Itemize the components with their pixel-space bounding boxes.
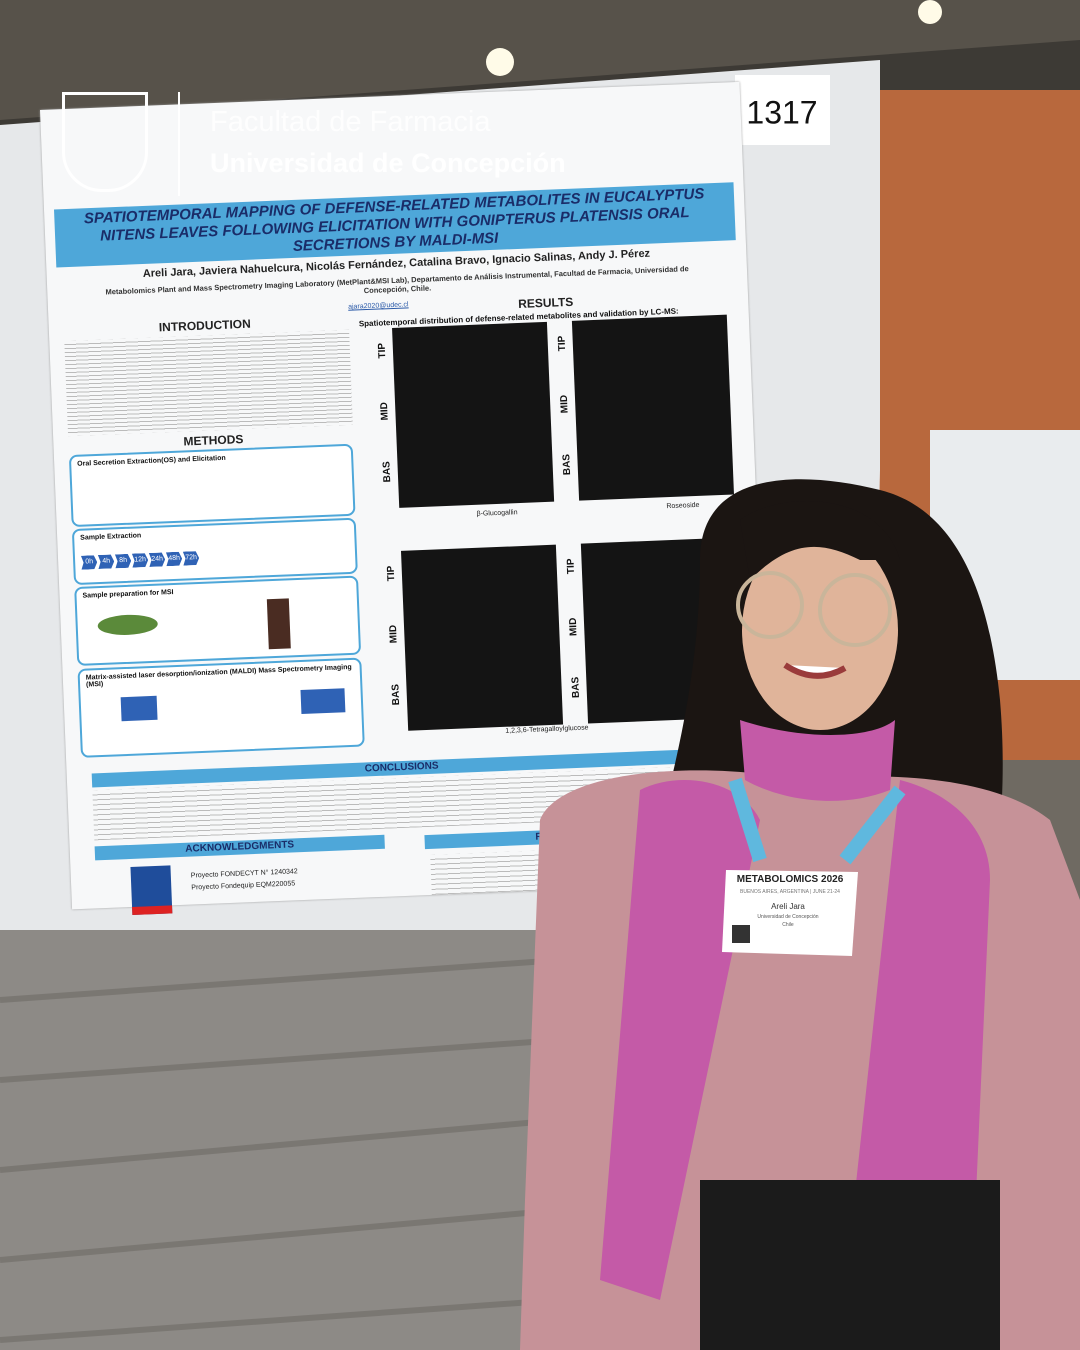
trousers (700, 1180, 1000, 1350)
smile (783, 662, 847, 679)
lanyard (728, 777, 906, 865)
face (742, 530, 898, 730)
logo-university: Universidad de Concepción (210, 148, 566, 178)
badge-institution: Universidad de Concepción (757, 914, 818, 920)
scarf-end (600, 780, 760, 1300)
bangs (740, 500, 900, 580)
badge (722, 870, 858, 956)
logo-divider (178, 92, 180, 196)
badge-place: BUENOS AIRES, ARGENTINA | JUNE 21-24 (740, 889, 840, 895)
university-crest (62, 92, 148, 192)
badge-event: METABOLOMICS 2026 (737, 874, 844, 885)
light (486, 48, 514, 76)
logo-faculty: Facultad de Farmacia (210, 106, 491, 138)
carpet-pattern (0, 957, 561, 1343)
qr-code (732, 925, 750, 943)
scarf (740, 720, 895, 801)
glasses (736, 571, 804, 639)
ceiling-beam (0, 0, 1080, 120)
number-card (735, 75, 830, 145)
badge-country: Chile (782, 922, 794, 928)
badge-name: Areli Jara (771, 902, 805, 911)
light (918, 0, 942, 24)
glasses (818, 573, 892, 647)
poster-number: 1317 (746, 94, 817, 130)
